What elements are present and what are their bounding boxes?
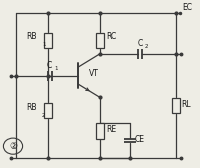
Bar <box>96 123 104 139</box>
Text: RB: RB <box>26 32 37 41</box>
Bar <box>44 33 52 48</box>
Text: C: C <box>137 39 143 48</box>
Bar <box>96 33 104 48</box>
Bar <box>172 98 180 113</box>
Text: 1: 1 <box>54 66 58 71</box>
Text: 2: 2 <box>145 44 148 49</box>
Text: CE: CE <box>135 135 145 144</box>
Text: RL: RL <box>181 100 191 109</box>
Text: 2: 2 <box>42 113 46 118</box>
Text: ②: ② <box>9 142 17 151</box>
Text: RB: RB <box>26 103 37 112</box>
Text: EC: EC <box>182 3 192 12</box>
Text: C: C <box>46 61 52 70</box>
Bar <box>44 103 52 118</box>
Text: RE: RE <box>106 125 116 134</box>
Text: RC: RC <box>106 32 116 41</box>
Text: VT: VT <box>89 69 99 78</box>
Text: 1: 1 <box>42 42 46 47</box>
